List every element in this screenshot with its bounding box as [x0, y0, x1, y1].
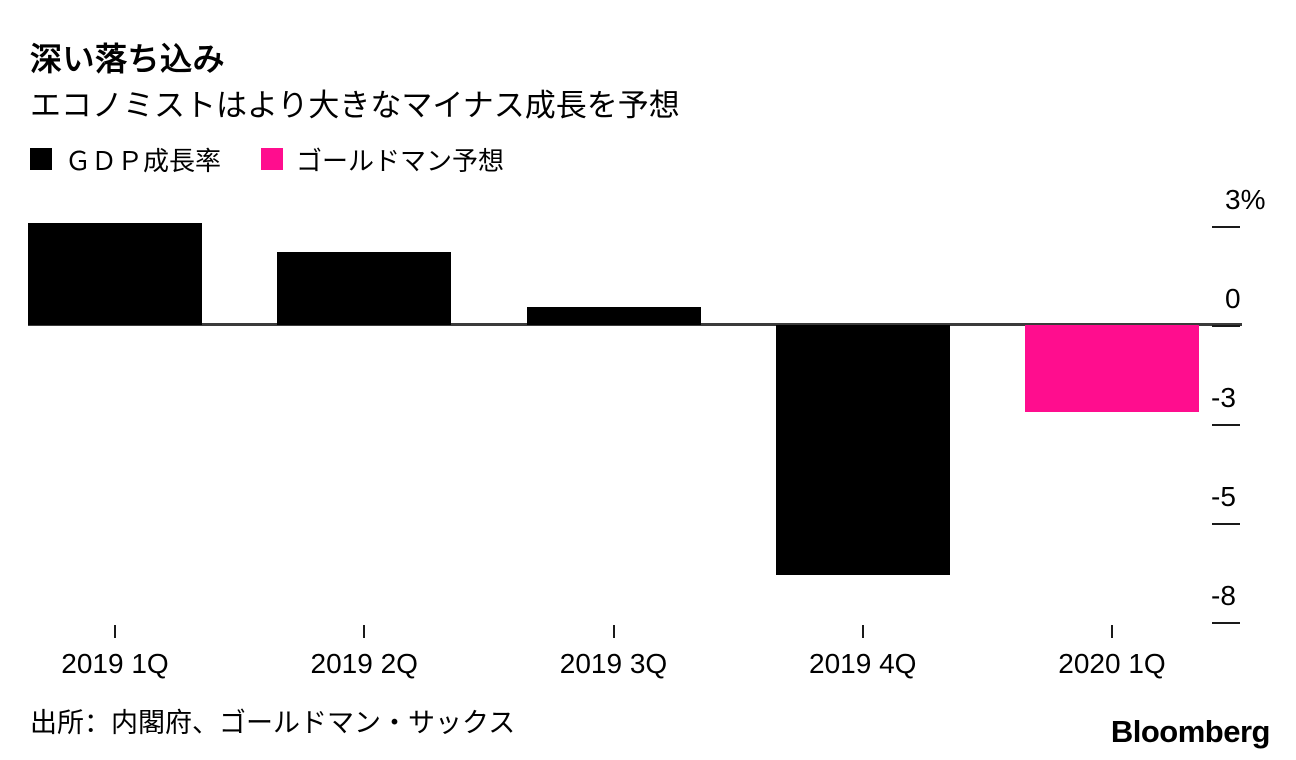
y-axis-label: -8	[1211, 580, 1236, 611]
bar-2019-1q	[28, 223, 202, 325]
legend-label-gdp: ＧＤＰ成長率	[65, 145, 222, 176]
x-axis-tick	[612, 625, 615, 638]
y-axis-label: -3	[1211, 382, 1236, 413]
y-axis-tick	[1212, 226, 1240, 228]
y-axis-tick	[1212, 325, 1240, 327]
chart-legend: ＧＤＰ成長率 ゴールドマン予想	[30, 146, 544, 176]
legend-item-goldman: ゴールドマン予想	[261, 141, 504, 178]
legend-item-gdp: ＧＤＰ成長率	[30, 141, 221, 178]
x-axis-label: 2019 1Q	[61, 648, 169, 679]
goldman-series-swatch-icon	[261, 148, 284, 170]
x-axis-tick	[1111, 625, 1113, 638]
bar-2019-3q	[526, 306, 701, 325]
bar-2019-2q	[277, 252, 452, 325]
chart-subtitle: エコノミストはより大きなマイナス成長を予想	[30, 88, 680, 123]
y-axis-label: 3%	[1225, 184, 1266, 215]
x-axis-tick	[363, 625, 366, 638]
x-axis-label: 2019 3Q	[559, 648, 668, 679]
x-axis-label: 2019 4Q	[809, 648, 917, 679]
x-axis-label: 2019 2Q	[310, 648, 418, 679]
x-axis-label: 2020 1Q	[1058, 648, 1166, 679]
y-axis-tick	[1212, 424, 1240, 426]
bar-2020-1q	[1025, 325, 1199, 413]
x-axis-tick	[114, 625, 116, 638]
bloomberg-logo: Bloomberg	[1110, 714, 1271, 749]
y-axis-tick	[1212, 523, 1240, 525]
bar-2019-4q	[775, 325, 950, 576]
y-axis-tick	[1212, 622, 1240, 624]
source-note: 出所：内閣府、ゴールドマン・サックス	[30, 708, 516, 738]
chart-title: 深い落ち込み	[30, 41, 226, 77]
y-axis-label: -5	[1211, 481, 1236, 512]
legend-label-goldman: ゴールドマン予想	[296, 145, 505, 176]
y-axis-label: 0	[1225, 283, 1241, 314]
gdp-series-swatch-icon	[30, 148, 52, 170]
x-axis-tick	[861, 625, 864, 638]
